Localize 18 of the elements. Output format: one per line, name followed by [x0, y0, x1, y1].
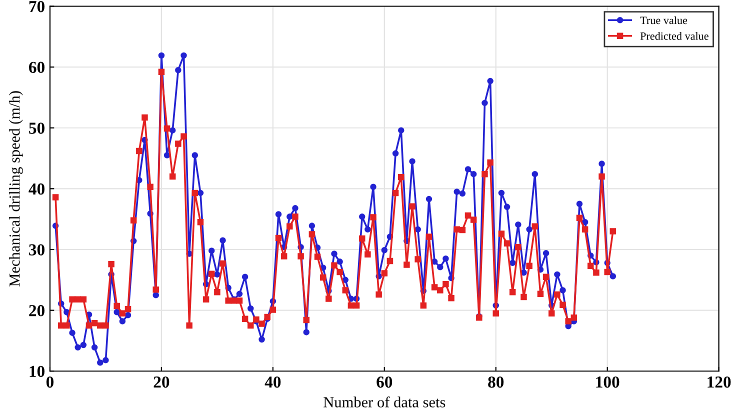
x-tick-label: 60 — [376, 376, 392, 388]
x-tick-label: 80 — [488, 376, 504, 388]
x-tick-label: 100 — [596, 376, 620, 388]
y-tick-label: 40 — [28, 183, 44, 195]
legend-label: Predicted value — [640, 32, 708, 40]
x-tick-label: 120 — [708, 376, 731, 388]
x-axis-title: Number of data sets — [324, 396, 446, 408]
x-tick-label: 0 — [46, 376, 54, 388]
y-tick-label: 50 — [29, 122, 44, 134]
legend-label: True value — [640, 16, 688, 24]
y-tick-label: 20 — [29, 305, 44, 316]
y-tick-label: 30 — [29, 244, 44, 256]
y-tick-label: 10 — [30, 366, 44, 378]
y-tick-label: 70 — [29, 0, 44, 12]
x-tick-label: 20 — [154, 376, 170, 388]
y-axis-title: Mechanical drilling speed (m/h) — [9, 91, 23, 286]
x-tick-label: 40 — [264, 376, 281, 388]
y-tick-label: 60 — [29, 62, 44, 74]
